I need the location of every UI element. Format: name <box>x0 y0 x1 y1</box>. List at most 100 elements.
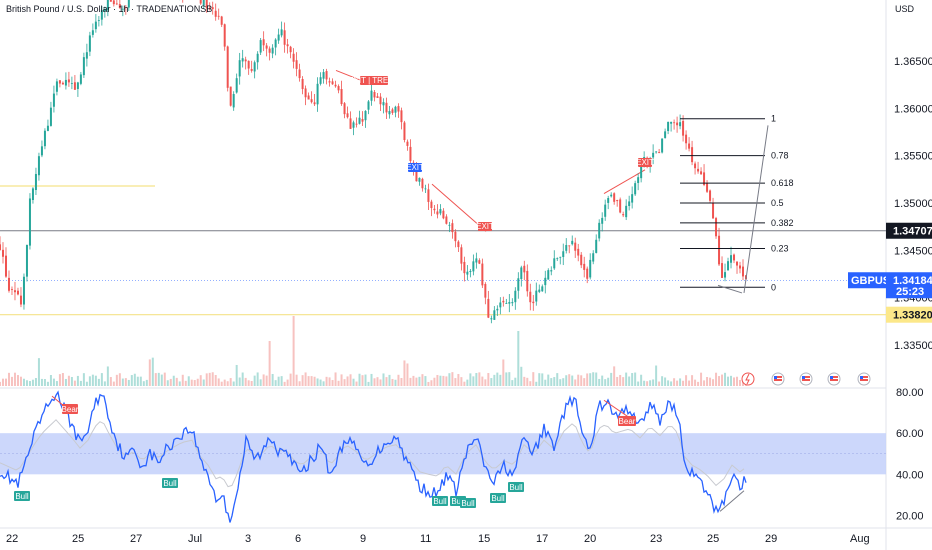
volume-bar <box>376 377 379 386</box>
volume-bars <box>0 316 747 386</box>
volume-bar <box>304 372 307 386</box>
price-tick-label: 1.34500 <box>894 245 932 257</box>
volume-bar <box>103 381 106 386</box>
candle-body <box>367 101 370 110</box>
volume-bar <box>643 380 646 386</box>
candle-body <box>709 190 712 201</box>
candle-body <box>298 69 301 79</box>
flag-event-icon <box>827 372 841 386</box>
volume-bar <box>577 374 580 386</box>
volume-bar <box>262 374 265 386</box>
candle-body <box>4 255 7 277</box>
volume-bar <box>580 375 583 386</box>
volume-bar <box>199 375 202 386</box>
candle-body <box>652 152 655 158</box>
volume-bar <box>331 380 334 386</box>
rsi-signal-badge-text: Bull <box>491 494 505 503</box>
rsi-line <box>0 390 747 523</box>
candle-body <box>535 290 538 302</box>
rsi-signal-badge-text: Bull <box>461 499 475 508</box>
volume-bar <box>367 381 370 386</box>
volume-bar <box>727 376 730 386</box>
rsi-tick-label: 20.00 <box>896 511 924 523</box>
candle-body <box>499 302 502 308</box>
volume-bar <box>637 381 640 386</box>
volume-bar <box>739 379 742 386</box>
volume-bar <box>559 379 562 386</box>
candle-body <box>313 102 316 105</box>
candle-body <box>355 123 358 125</box>
candle-body <box>337 86 340 91</box>
candle-body <box>124 7 127 8</box>
fibonacci-retracement[interactable]: 1 0.78 0.618 0.5 0.382 0.23 0 <box>680 114 794 294</box>
candle-body <box>73 82 76 90</box>
price-tick-label: 1.33500 <box>894 340 932 352</box>
candle-body <box>595 239 598 253</box>
volume-bar <box>685 375 688 386</box>
candle-body <box>25 244 28 277</box>
volume-bar <box>220 381 223 386</box>
candle-body <box>619 199 622 213</box>
candle-body <box>577 248 580 256</box>
volume-bar <box>616 376 619 386</box>
volume-bar <box>319 379 322 386</box>
candle-body <box>301 78 304 90</box>
candle-body <box>673 122 676 124</box>
volume-bar <box>214 375 217 386</box>
candle-body <box>391 109 394 113</box>
price-tag-text: 1.33820 <box>893 310 932 322</box>
volume-bar <box>448 373 451 386</box>
candle-body <box>406 141 409 146</box>
candle-body <box>703 172 706 185</box>
rsi-signal-badge-text: Bull <box>163 479 177 488</box>
candle-body <box>19 295 22 305</box>
candle-body <box>415 169 418 182</box>
candle-body <box>583 263 586 270</box>
candle-body <box>727 261 730 271</box>
candle-body <box>304 88 307 98</box>
candle-body <box>394 106 397 113</box>
signal-badge-text: EXIT <box>406 163 424 172</box>
volume-bar <box>625 372 628 386</box>
rsi-signal-badge-text: Bull <box>509 483 523 492</box>
candle-body <box>241 58 244 62</box>
candle-body <box>520 267 523 280</box>
candle-body <box>67 79 70 83</box>
volume-bar <box>715 372 718 386</box>
flag-stripe <box>860 379 868 381</box>
volume-bar <box>511 380 514 386</box>
volume-bar <box>250 381 253 386</box>
price-axis[interactable]: 1.365001.360001.355001.350001.345001.340… <box>6 56 932 545</box>
volume-bar <box>493 374 496 386</box>
candle-body <box>361 119 364 122</box>
candle-body <box>559 256 562 258</box>
time-tick-label: 15 <box>478 533 490 545</box>
candle-body <box>439 209 442 214</box>
candle-body <box>478 260 481 264</box>
candle-body <box>235 78 238 93</box>
candle-body <box>13 290 16 293</box>
rsi-signal-badge <box>432 496 448 506</box>
volume-bar <box>349 374 352 386</box>
volume-bar <box>670 381 673 386</box>
volume-bar <box>430 380 433 386</box>
rsi-signal-badge <box>62 404 78 414</box>
candle-body <box>382 102 385 106</box>
volume-bar <box>610 372 613 386</box>
volume-bar <box>505 372 508 386</box>
signal-badge <box>408 163 422 172</box>
price-tag <box>886 222 932 239</box>
candle-body <box>436 211 439 215</box>
volume-bar <box>148 359 151 386</box>
symbol-tag <box>848 272 886 289</box>
volume-bar <box>334 372 337 386</box>
candle-body <box>7 277 10 291</box>
volume-bar <box>1 378 4 386</box>
time-tick-label: 25 <box>72 533 84 545</box>
volume-bar <box>157 372 160 386</box>
candle-body <box>283 30 286 45</box>
volume-bar <box>574 379 577 386</box>
volume-bar <box>253 375 256 386</box>
rsi-signal-badge <box>618 416 636 426</box>
